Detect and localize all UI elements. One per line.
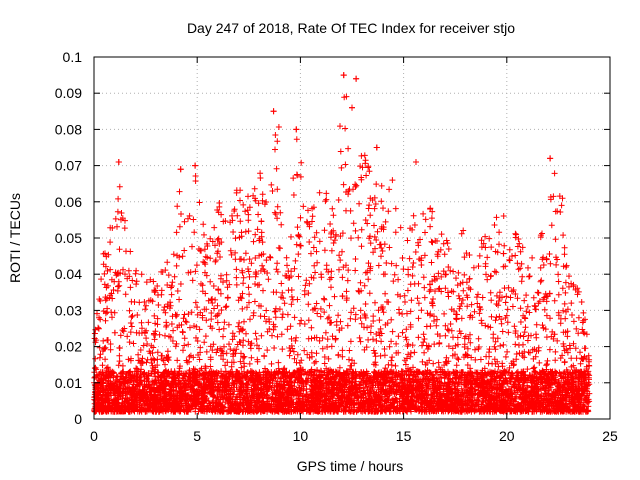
y-tick-labels: 0 0.01 0.02 0.03 0.04 0.05 0.06 0.07 0.08 0.09 0.1 [55, 49, 82, 427]
y-tick-label: 0.08 [55, 121, 82, 137]
y-tick-label: 0 [74, 411, 82, 427]
peak-point [340, 72, 347, 79]
y-tick-label: 0.05 [55, 230, 82, 246]
y-tick-label: 0.06 [55, 194, 82, 210]
y-tick-label: 0.02 [55, 339, 82, 355]
grid [94, 57, 610, 419]
x-tick-label: 5 [193, 428, 201, 444]
peak-point [373, 144, 380, 151]
peak-point [270, 108, 277, 115]
x-tick-label: 0 [90, 428, 98, 444]
peak-point [192, 162, 199, 169]
plus-markers [91, 72, 593, 415]
peak-point [547, 155, 554, 162]
peak-point [353, 75, 360, 82]
x-tick-labels: 0 5 10 15 20 25 [90, 428, 618, 444]
x-tick-label: 20 [499, 428, 515, 444]
x-tick-label: 10 [293, 428, 309, 444]
peak-point [115, 158, 122, 165]
y-tick-label: 0.09 [55, 85, 82, 101]
data-points [91, 72, 593, 415]
peak-point [412, 158, 419, 165]
x-tick-label: 25 [602, 428, 618, 444]
y-tick-label: 0.1 [63, 49, 83, 65]
y-axis-label: ROTI / TECUs [7, 193, 23, 283]
x-axis-label: GPS time / hours [297, 458, 404, 474]
x-tick-label: 15 [396, 428, 412, 444]
y-tick-label: 0.04 [55, 266, 82, 282]
y-tick-label: 0.03 [55, 302, 82, 318]
y-tick-label: 0.01 [55, 375, 82, 391]
peak-point [293, 126, 300, 133]
chart-title: Day 247 of 2018, Rate Of TEC Index for r… [187, 20, 515, 36]
peak-point [177, 166, 184, 173]
peak-point [349, 104, 355, 111]
axis-ticks [93, 56, 611, 420]
y-tick-label: 0.07 [55, 158, 82, 174]
